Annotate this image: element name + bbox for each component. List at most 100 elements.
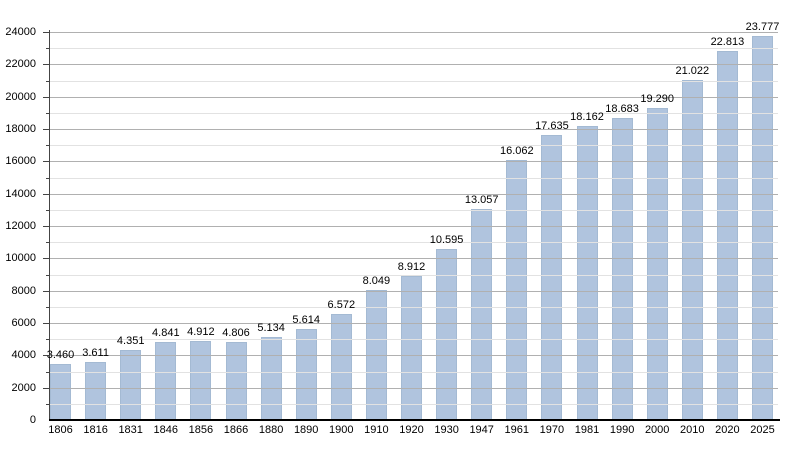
- y-tick-label-18000: 18000: [5, 123, 36, 135]
- value-label-1920: 8.912: [397, 260, 426, 273]
- gridline-minor-15000: [49, 177, 778, 179]
- y-minor-tick-21000: [46, 80, 49, 82]
- value-label-1846: 4.841: [152, 326, 180, 339]
- y-tick-label-16000: 16000: [5, 155, 36, 168]
- y-tick-label-22000: 22000: [5, 58, 36, 71]
- y-tick-label-12000: 12000: [5, 220, 36, 232]
- gridline-minor-19000: [49, 112, 778, 114]
- gridline-major-12000: [49, 226, 778, 227]
- gridline-major-22000: [49, 64, 778, 66]
- y-tick-label-24000: 24000: [5, 26, 36, 38]
- value-label-1856: 4.912: [187, 325, 215, 338]
- x-tick-label-1910: 1910: [364, 424, 389, 436]
- gridline-major-6000: [49, 323, 778, 324]
- bar-1890: [295, 329, 317, 420]
- value-label-1910: 8.049: [362, 274, 391, 287]
- y-major-tick-2000: [43, 387, 49, 389]
- value-label-1866: 4.806: [222, 327, 250, 340]
- y-major-tick-22000: [43, 64, 49, 66]
- x-tick-label-2010: 2010: [680, 424, 705, 436]
- y-major-tick-16000: [43, 161, 49, 163]
- y-minor-tick-15000: [46, 177, 49, 179]
- y-minor-tick-5000: [46, 339, 49, 341]
- y-minor-tick-13000: [46, 209, 49, 211]
- x-tick-label-1961: 1961: [504, 424, 530, 436]
- y-tick-label-10000: 10000: [5, 252, 36, 265]
- gridline-minor-5000: [49, 339, 778, 341]
- gridline-major-16000: [49, 161, 778, 163]
- x-tick-label-1856: 1856: [188, 424, 214, 436]
- bar-1831: [120, 349, 142, 420]
- gridline-minor-1000: [49, 403, 778, 405]
- value-label-1990: 18.683: [605, 102, 639, 115]
- y-major-tick-4000: [43, 355, 49, 357]
- gridline-major-10000: [49, 258, 778, 260]
- gridline-minor-7000: [49, 306, 778, 308]
- value-label-1981: 18.162: [570, 111, 604, 124]
- x-tick-label-1981: 1981: [574, 424, 600, 436]
- y-major-tick-14000: [43, 193, 49, 195]
- y-tick-label-2000: 2000: [11, 381, 36, 394]
- y-tick-label-0: 0: [29, 414, 36, 426]
- value-label-2025: 23.777: [745, 20, 780, 33]
- gridline-minor-23000: [49, 48, 778, 50]
- y-major-tick-10000: [43, 258, 49, 260]
- value-label-2010: 21.022: [675, 65, 710, 78]
- value-label-1831: 4.351: [116, 334, 145, 347]
- value-label-1880: 5.134: [257, 322, 285, 334]
- x-tick-label-1816: 1816: [83, 424, 108, 436]
- y-minor-tick-3000: [46, 371, 49, 373]
- y-tick-label-6000: 6000: [11, 317, 36, 329]
- gridline-minor-3000: [49, 371, 778, 373]
- y-minor-tick-7000: [46, 306, 49, 308]
- gridline-major-8000: [49, 290, 778, 292]
- y-tick-label-14000: 14000: [5, 187, 36, 200]
- bar-1990: [611, 117, 633, 420]
- value-label-1806: 3.460: [46, 349, 75, 362]
- gridline-major-24000: [49, 32, 778, 33]
- y-major-tick-12000: [43, 226, 49, 227]
- y-tick-label-4000: 4000: [11, 349, 36, 362]
- bar-1856: [190, 340, 212, 420]
- y-major-tick-18000: [43, 129, 49, 130]
- value-label-1930: 10.595: [429, 233, 464, 246]
- x-tick-label-1990: 1990: [609, 424, 635, 436]
- value-label-1890: 5.614: [292, 314, 320, 327]
- x-tick-label-1806: 1806: [48, 424, 73, 436]
- bar-1816: [85, 361, 107, 420]
- x-tick-label-2000: 2000: [644, 424, 670, 436]
- y-minor-tick-1000: [46, 403, 49, 405]
- value-label-2000: 19.290: [640, 93, 675, 106]
- x-axis-line: [49, 419, 780, 421]
- gridline-major-2000: [49, 387, 778, 389]
- gridline-major-20000: [49, 96, 778, 98]
- bar-2020: [716, 51, 738, 420]
- y-major-tick-6000: [43, 323, 49, 324]
- x-tick-label-2025: 2025: [750, 424, 775, 436]
- y-minor-tick-11000: [46, 242, 49, 244]
- x-tick-label-1920: 1920: [399, 424, 424, 436]
- value-label-1970: 17.635: [535, 119, 569, 132]
- bar-2000: [646, 108, 668, 420]
- y-major-tick-24000: [43, 32, 49, 33]
- bar-1981: [576, 126, 598, 420]
- value-label-1947: 13.057: [464, 193, 499, 206]
- gridline-minor-21000: [49, 80, 778, 82]
- x-tick-label-1900: 1900: [329, 424, 354, 436]
- y-axis-line: [49, 30, 50, 420]
- x-tick-label-1930: 1930: [434, 424, 459, 436]
- x-tick-label-1890: 1890: [293, 424, 319, 436]
- bar-1920: [401, 275, 422, 420]
- y-tick-label-20000: 20000: [5, 90, 36, 103]
- y-minor-tick-17000: [46, 145, 49, 147]
- x-tick-label-1866: 1866: [223, 424, 249, 436]
- x-tick-label-1846: 1846: [153, 424, 179, 436]
- gridline-minor-9000: [49, 274, 778, 276]
- x-tick-label-1947: 1947: [469, 424, 494, 436]
- gridline-minor-11000: [49, 242, 778, 244]
- x-tick-label-2020: 2020: [715, 424, 740, 436]
- bar-2010: [681, 80, 703, 420]
